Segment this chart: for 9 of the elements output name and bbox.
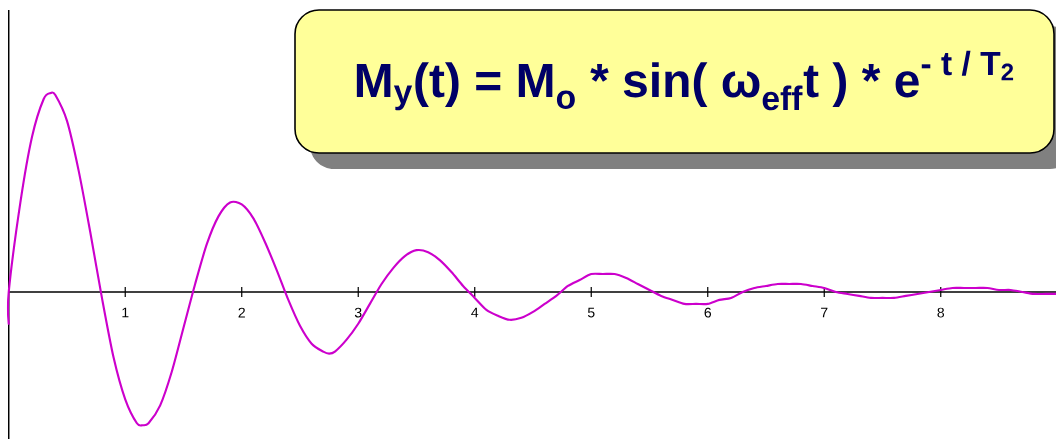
x-tick-label: 7 xyxy=(821,307,828,318)
x-tick-label: 2 xyxy=(238,307,245,318)
x-tick-label: 8 xyxy=(937,307,945,318)
x-tick-label: 3 xyxy=(354,307,362,318)
x-tick-label: 4 xyxy=(471,307,479,318)
x-tick-label: 1 xyxy=(122,307,129,318)
annotation: $\textbf{M}_{\textbf{y}}\textbf{(t) = M}_{\textbf{o}}\textbf{ * sin( ω}_{\textbf{eff}}\textbf{t ) * e}^{\textbf{- t / T}_{\textbf{2}}}$ xyxy=(356,50,1014,111)
x-tick-label: 5 xyxy=(587,307,595,318)
x-tick-label: 6 xyxy=(704,307,712,318)
